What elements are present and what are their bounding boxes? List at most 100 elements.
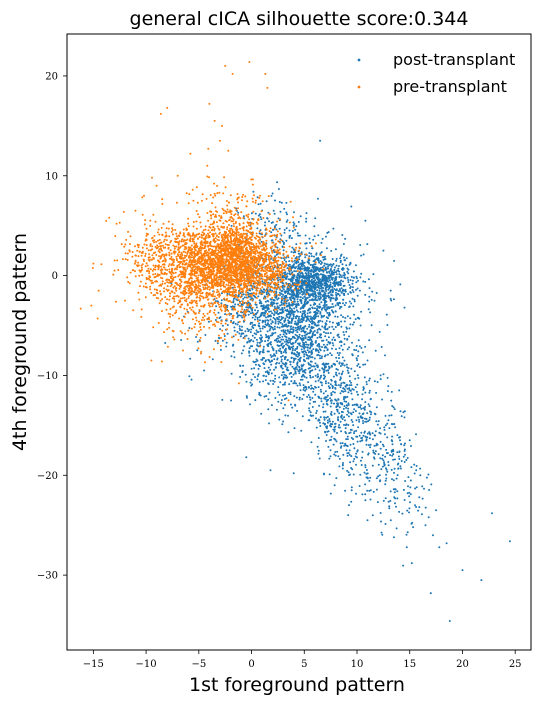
data-point xyxy=(320,301,323,304)
data-point xyxy=(256,316,259,319)
data-point xyxy=(365,380,368,383)
data-point xyxy=(320,283,322,286)
data-point xyxy=(365,443,368,446)
data-point xyxy=(348,375,351,378)
data-point xyxy=(249,223,252,226)
data-point xyxy=(320,308,323,311)
data-point xyxy=(326,307,329,310)
data-point xyxy=(289,293,292,296)
data-point xyxy=(308,252,311,254)
data-point xyxy=(405,459,408,461)
data-point xyxy=(308,396,311,399)
data-point xyxy=(337,281,340,284)
data-point xyxy=(368,391,371,394)
data-point xyxy=(274,331,277,334)
data-point xyxy=(218,254,220,257)
data-point xyxy=(341,467,344,470)
data-point xyxy=(358,434,361,437)
data-point xyxy=(314,333,317,336)
data-point xyxy=(380,531,383,534)
data-point xyxy=(396,451,399,454)
data-point xyxy=(277,322,280,325)
data-point xyxy=(288,302,291,305)
data-point xyxy=(294,372,297,375)
data-point xyxy=(346,369,349,372)
data-point xyxy=(281,323,284,326)
data-point xyxy=(296,368,299,371)
data-point xyxy=(295,317,297,320)
data-point xyxy=(301,263,304,266)
data-point xyxy=(417,509,420,512)
data-point xyxy=(393,467,396,470)
data-point xyxy=(373,299,376,302)
data-point xyxy=(286,292,289,295)
data-point xyxy=(267,408,270,411)
data-point xyxy=(275,223,278,226)
data-point xyxy=(277,386,280,389)
data-point xyxy=(364,363,367,366)
data-point xyxy=(263,235,266,238)
data-point xyxy=(304,299,307,302)
data-point xyxy=(276,246,279,249)
data-point xyxy=(246,341,249,344)
data-point xyxy=(300,375,303,378)
data-point xyxy=(301,279,304,282)
data-point xyxy=(266,312,269,315)
data-point xyxy=(269,246,272,249)
data-point xyxy=(282,383,284,386)
data-point xyxy=(332,375,335,378)
data-point xyxy=(313,288,316,291)
data-point xyxy=(381,533,384,536)
data-point xyxy=(337,267,340,270)
data-point xyxy=(318,336,321,338)
data-point xyxy=(285,338,288,341)
data-point xyxy=(283,259,286,261)
data-point xyxy=(298,328,301,331)
data-point xyxy=(327,295,330,297)
data-point xyxy=(352,438,355,441)
data-point xyxy=(291,349,294,352)
data-point xyxy=(355,288,357,291)
data-point xyxy=(333,430,336,433)
data-point xyxy=(269,310,272,313)
data-point xyxy=(263,278,266,281)
data-point xyxy=(336,368,339,371)
data-point xyxy=(284,355,287,358)
data-point xyxy=(403,444,406,447)
data-point xyxy=(298,315,300,318)
data-point xyxy=(316,307,319,310)
data-point xyxy=(366,243,369,246)
data-point xyxy=(336,334,339,337)
data-point xyxy=(369,311,372,314)
data-point xyxy=(248,354,251,357)
data-point xyxy=(255,221,258,224)
data-point xyxy=(220,292,223,295)
data-point xyxy=(319,260,322,263)
data-point xyxy=(331,303,334,305)
data-point xyxy=(247,216,250,218)
data-point xyxy=(254,376,256,379)
data-point xyxy=(298,366,301,369)
data-point xyxy=(317,449,320,452)
data-point xyxy=(189,265,192,268)
data-point xyxy=(357,279,359,282)
data-point xyxy=(308,409,311,412)
data-point xyxy=(266,217,269,220)
data-point xyxy=(392,453,395,456)
data-point xyxy=(346,276,349,279)
data-point xyxy=(324,382,327,385)
data-point xyxy=(347,415,350,418)
data-point xyxy=(296,232,299,235)
data-point xyxy=(292,248,295,251)
data-point xyxy=(373,380,376,383)
data-point xyxy=(386,324,389,326)
data-point xyxy=(431,534,434,537)
data-point xyxy=(301,259,304,262)
data-point xyxy=(322,422,325,425)
data-point xyxy=(334,422,336,425)
data-point xyxy=(406,492,409,495)
data-point xyxy=(421,497,424,500)
data-point xyxy=(320,400,323,403)
data-point xyxy=(316,258,319,261)
data-point xyxy=(408,439,411,442)
